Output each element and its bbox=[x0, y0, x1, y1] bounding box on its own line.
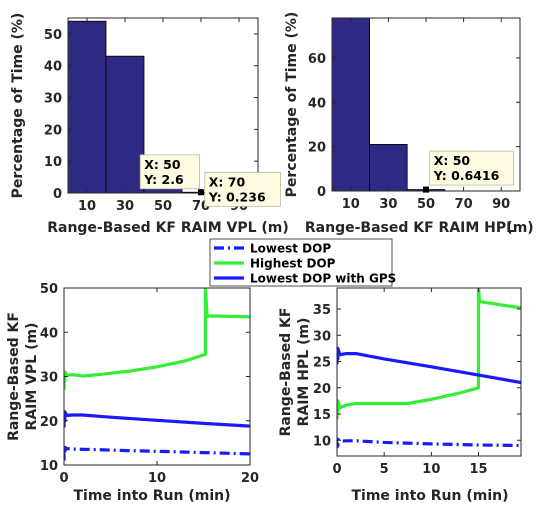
histogram-bar bbox=[331, 17, 370, 192]
series-group bbox=[64, 288, 250, 461]
datatip-x-text: X: 50 bbox=[144, 157, 181, 172]
x-axis-label: Time into Run (min) bbox=[74, 488, 231, 504]
series-line-lowest-dop-with-gps bbox=[64, 410, 250, 428]
y-axis-label: Percentage of Time (%) bbox=[284, 12, 300, 198]
series-line-highest-dop bbox=[64, 288, 250, 390]
datatip-marker bbox=[198, 189, 204, 196]
x-tick-label: 50 bbox=[154, 199, 172, 214]
x-tick-label: 10 bbox=[422, 462, 440, 477]
x-tick-label: 10 bbox=[148, 471, 166, 486]
y-tick-label: 10 bbox=[313, 434, 331, 449]
series-line-lowest-dop bbox=[337, 437, 521, 449]
datatip-box bbox=[139, 154, 200, 190]
datatip-x-text: X: 70 bbox=[209, 174, 246, 189]
y-axis-label-line: Range-Based KF bbox=[6, 312, 22, 441]
x-tick-label: 30 bbox=[116, 199, 134, 214]
x-tick-label: 90 bbox=[492, 197, 510, 212]
x-tick-label: 30 bbox=[379, 197, 397, 212]
y-tick-label: 20 bbox=[40, 415, 58, 430]
hpl-time-plot: 0 5 10 15 10 15 20 25 30 35 Time into Run (min) Ran… bbox=[278, 287, 522, 504]
datatip-y-text: Y: 0.6416 bbox=[433, 168, 500, 183]
hpl-histogram: 10 30 50 70 90 0 20 40 60 X: 50Y: 0.6416 Range-Bas… bbox=[284, 12, 534, 236]
series-line-highest-dop bbox=[337, 288, 521, 420]
y-tick-label: 40 bbox=[44, 60, 62, 75]
legend-label: Highest DOP bbox=[250, 257, 336, 271]
x-tick-label: 50 bbox=[417, 197, 435, 212]
series-line-lowest-dop-with-gps bbox=[337, 346, 521, 385]
datatip-marker bbox=[423, 186, 429, 193]
x-tick-label: 20 bbox=[241, 471, 259, 486]
datatip-box bbox=[429, 150, 514, 186]
y-tick-label: 50 bbox=[44, 28, 62, 43]
y-tick-label: 30 bbox=[313, 329, 331, 344]
y-tick-label: 0 bbox=[53, 187, 62, 202]
datatip-y-text: Y: 0.236 bbox=[208, 189, 266, 204]
datatip-x-text: X: 50 bbox=[434, 153, 471, 168]
y-tick-label: 20 bbox=[308, 141, 326, 156]
y-tick-label: 30 bbox=[44, 92, 62, 107]
y-axis-label-line: Range-Based KF bbox=[278, 308, 294, 437]
x-tick-label: 70 bbox=[455, 197, 473, 212]
y-tick-label: 0 bbox=[317, 185, 326, 200]
histogram-bar bbox=[105, 55, 145, 194]
y-tick-label: 40 bbox=[40, 326, 58, 341]
x-tick-label: 15 bbox=[469, 462, 487, 477]
x-tick-label: 0 bbox=[332, 462, 341, 477]
histogram-bar bbox=[67, 20, 107, 194]
y-tick-label: 25 bbox=[313, 356, 331, 371]
y-tick-label: 50 bbox=[40, 282, 58, 297]
legend-label: Lowest DOP with GPS bbox=[250, 272, 396, 286]
x-axis-label-unit: (m) bbox=[506, 220, 533, 236]
series-line-lowest-dop bbox=[64, 445, 250, 461]
vpl-histogram: 103050709001020304050X: 50Y: 2.6X: 70Y: … bbox=[10, 13, 289, 236]
datatip-box bbox=[204, 171, 281, 207]
x-tick-label: 0 bbox=[59, 471, 68, 486]
y-tick-label: 10 bbox=[40, 459, 58, 474]
legend-label: Lowest DOP bbox=[250, 242, 331, 256]
y-axis-label-line: RAIM VPL (m) bbox=[24, 323, 40, 431]
y-tick-label: 30 bbox=[40, 371, 58, 386]
y-tick-label: 40 bbox=[308, 96, 326, 111]
y-axis-label: Range-Based KF RAIM HPL (m) bbox=[278, 308, 312, 437]
x-axis-label: Range-Based KF RAIM HPL bbox=[305, 220, 515, 236]
y-tick-label: 60 bbox=[308, 52, 326, 67]
y-axis-label: Range-Based KF RAIM VPL (m) bbox=[6, 312, 40, 441]
x-axis-label: Range-Based KF RAIM VPL (m) bbox=[47, 220, 289, 236]
axes-frame bbox=[336, 287, 522, 457]
y-tick-label: 20 bbox=[44, 123, 62, 138]
y-tick-label: 10 bbox=[44, 155, 62, 170]
y-axis-label-line: RAIM HPL (m) bbox=[296, 318, 312, 427]
y-tick-label: 35 bbox=[313, 303, 331, 318]
y-tick-label: 15 bbox=[313, 408, 331, 423]
series-group bbox=[337, 288, 521, 449]
x-tick-label: 10 bbox=[342, 197, 360, 212]
datatip-y-text: Y: 2.6 bbox=[143, 172, 184, 187]
x-tick-label: 10 bbox=[78, 199, 96, 214]
x-axis-label: Time into Run (min) bbox=[352, 488, 509, 504]
y-tick-label: 20 bbox=[313, 382, 331, 397]
y-axis-label: Percentage of Time (%) bbox=[10, 13, 26, 199]
histogram-bar bbox=[369, 144, 408, 192]
x-tick-label: 5 bbox=[380, 462, 389, 477]
